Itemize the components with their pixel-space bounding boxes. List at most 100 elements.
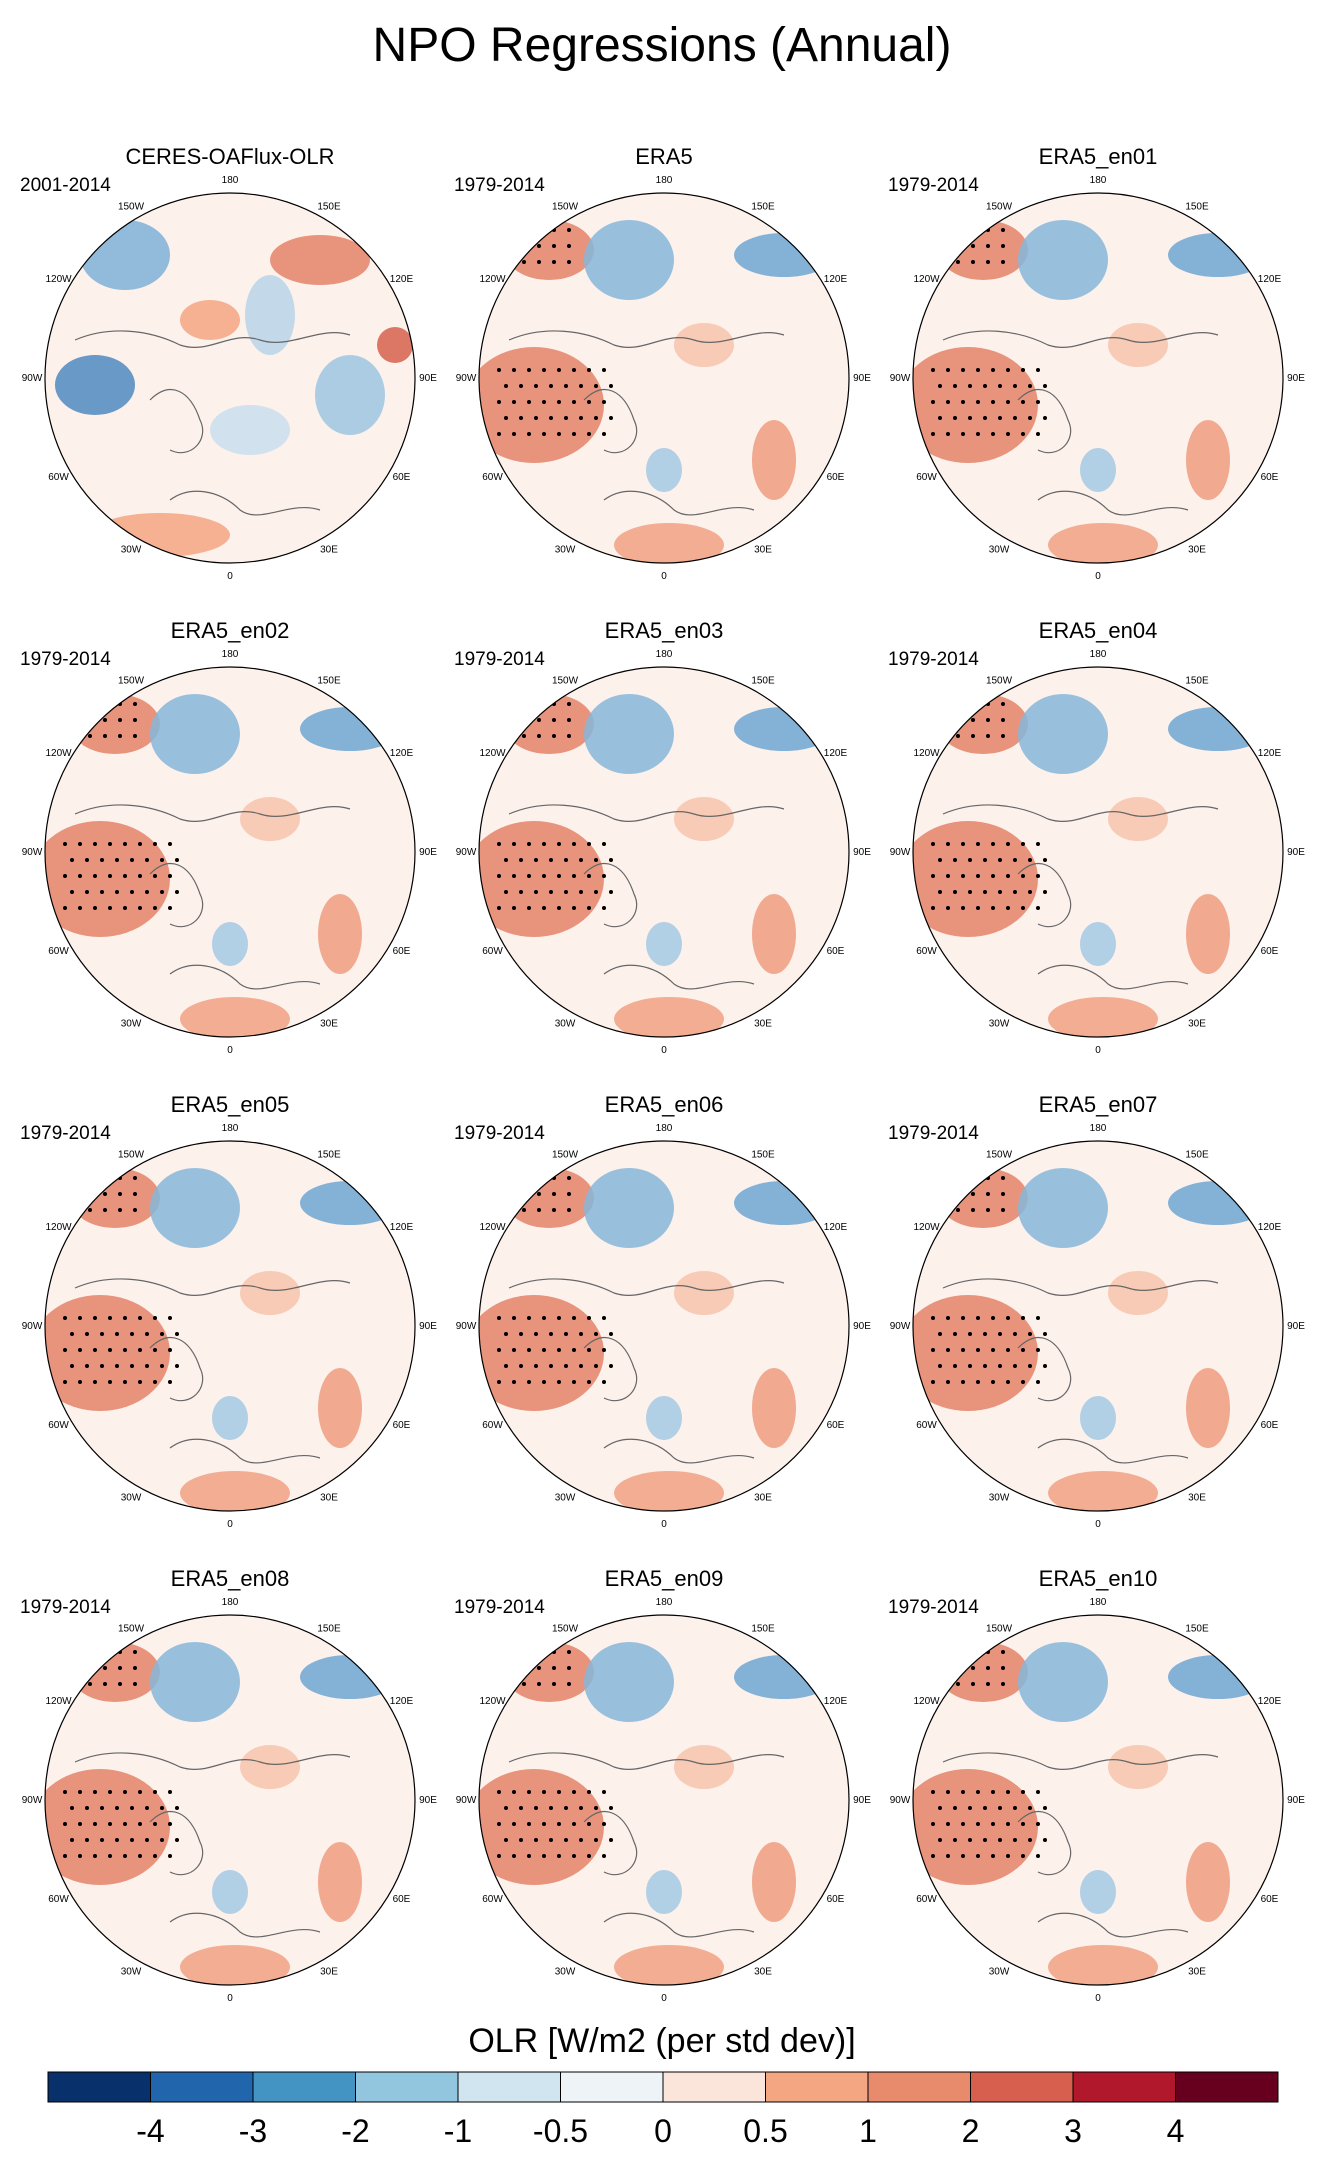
- longitude-label: 120E: [824, 274, 848, 285]
- anomaly-shading: [270, 235, 370, 285]
- panel-period: 1979-2014: [888, 649, 979, 670]
- longitude-label: 0: [227, 1045, 233, 1056]
- longitude-label: 120E: [390, 748, 414, 759]
- panel-title: ERA5_en09: [604, 1566, 724, 1591]
- longitude-label: 60W: [48, 1420, 69, 1431]
- longitude-label: 150W: [118, 202, 145, 213]
- longitude-label: 0: [1095, 1993, 1101, 2004]
- longitude-label: 0: [1095, 1519, 1101, 1530]
- coastline: [942, 804, 1219, 990]
- longitude-label: 150E: [1185, 1150, 1209, 1161]
- anomaly-shading: [1048, 523, 1158, 563]
- longitude-label: 90E: [1287, 373, 1305, 384]
- longitude-label: 0: [227, 1519, 233, 1530]
- anomaly-shading: [180, 997, 290, 1037]
- longitude-label: 120W: [913, 748, 940, 759]
- anomaly-shading: [1168, 1655, 1268, 1699]
- longitude-label: 30W: [989, 1492, 1010, 1503]
- longitude-label: 30E: [1188, 544, 1206, 555]
- polar-map: 180 150E 120E 90E 60E 30E 0 30W 60W 90W 120W 150W: [22, 1123, 438, 1530]
- colorbar-tick-label: 1: [859, 2113, 877, 2149]
- longitude-label: 60E: [1261, 472, 1279, 483]
- panel-period: 1979-2014: [20, 649, 111, 670]
- longitude-label: 120W: [45, 748, 72, 759]
- anomaly-shading: [180, 1471, 290, 1511]
- colorbar-segment: [355, 2071, 459, 2103]
- longitude-label: 150W: [986, 202, 1013, 213]
- longitude-label: 0: [227, 1993, 233, 2004]
- longitude-label: 30W: [555, 544, 576, 555]
- longitude-label: 90W: [890, 1795, 911, 1806]
- longitude-label: 30E: [754, 1018, 772, 1029]
- anomaly-shading: [80, 220, 170, 290]
- anomaly-shading: [734, 233, 834, 277]
- anomaly-shading: [479, 1295, 604, 1411]
- anomaly-shading: [752, 1368, 796, 1448]
- anomaly-shading: [504, 694, 594, 754]
- colorbar-label: OLR [W/m2 (per std dev)]: [468, 2022, 856, 2060]
- panel-title: ERA5: [635, 144, 693, 169]
- anomaly-shading: [150, 1642, 240, 1722]
- longitude-label: 30W: [989, 1966, 1010, 1977]
- longitude-label: 90W: [456, 1795, 477, 1806]
- anomaly-shading: [377, 327, 413, 363]
- longitude-label: 150E: [317, 676, 341, 687]
- anomaly-shading: [1048, 997, 1158, 1037]
- anomaly-shading: [646, 1870, 682, 1914]
- longitude-label: 30E: [754, 1492, 772, 1503]
- coastline: [508, 804, 785, 990]
- longitude-label: 30W: [555, 1966, 576, 1977]
- map-border: [912, 1614, 1284, 1986]
- colorbar-segment: [252, 2071, 356, 2103]
- colorbar-segment: [765, 2071, 869, 2103]
- map-panel: 180 150E 120E 90E 60E 30E 0 30W 60W 90W 120W 150W ER…: [888, 614, 1308, 1074]
- anomaly-shading: [70, 1642, 160, 1702]
- longitude-label: 60W: [48, 472, 69, 483]
- anomaly-shading: [318, 1842, 362, 1922]
- anomaly-shading: [55, 355, 135, 415]
- longitude-label: 30W: [555, 1018, 576, 1029]
- longitude-label: 60W: [482, 1894, 503, 1905]
- longitude-label: 150E: [751, 202, 775, 213]
- anomaly-shading: [1108, 797, 1168, 841]
- longitude-label: 90E: [1287, 1321, 1305, 1332]
- anomaly-shading: [504, 1642, 594, 1702]
- longitude-label: 150E: [751, 1150, 775, 1161]
- map-panel: 180 150E 120E 90E 60E 30E 0 30W 60W 90W 120W 150W ER…: [454, 614, 874, 1074]
- longitude-label: 60E: [1261, 946, 1279, 957]
- longitude-label: 30E: [320, 1492, 338, 1503]
- longitude-label: 120W: [479, 1696, 506, 1707]
- anomaly-shading: [752, 1842, 796, 1922]
- longitude-label: 120W: [479, 1222, 506, 1233]
- map-border: [44, 1614, 416, 1986]
- coastline: [508, 1752, 785, 1938]
- anomaly-shading: [1168, 1181, 1268, 1225]
- anomaly-shading: [70, 694, 160, 754]
- anomaly-shading: [212, 1396, 248, 1440]
- anomaly-shading: [584, 694, 674, 774]
- longitude-label: 30E: [320, 544, 338, 555]
- colorbar-segment: [867, 2071, 971, 2103]
- longitude-label: 30W: [121, 1966, 142, 1977]
- anomaly-shading: [1048, 1945, 1158, 1985]
- anomaly-shading: [45, 1295, 170, 1411]
- longitude-label: 60W: [48, 1894, 69, 1905]
- anomaly-shading: [734, 707, 834, 751]
- anomaly-shading: [300, 707, 400, 751]
- longitude-label: 90E: [853, 847, 871, 858]
- longitude-label: 150W: [986, 1150, 1013, 1161]
- longitude-label: 150E: [751, 1624, 775, 1635]
- anomaly-shading: [240, 797, 300, 841]
- colorbar-segment: [47, 2071, 151, 2103]
- anomaly-shading: [752, 420, 796, 500]
- longitude-label: 30E: [320, 1966, 338, 1977]
- anomaly-shading: [1080, 448, 1116, 492]
- panel-period: 1979-2014: [454, 649, 545, 670]
- longitude-label: 30W: [989, 1018, 1010, 1029]
- polar-map: 180 150E 120E 90E 60E 30E 0 30W 60W 90W 120W 150W: [22, 649, 438, 1056]
- longitude-label: 150W: [552, 1624, 579, 1635]
- anomaly-shading: [734, 1655, 834, 1699]
- longitude-label: 30W: [121, 544, 142, 555]
- longitude-label: 120W: [45, 1696, 72, 1707]
- map-panel: 180 150E 120E 90E 60E 30E 0 30W 60W 90W 120W 150W ER…: [888, 1562, 1308, 2022]
